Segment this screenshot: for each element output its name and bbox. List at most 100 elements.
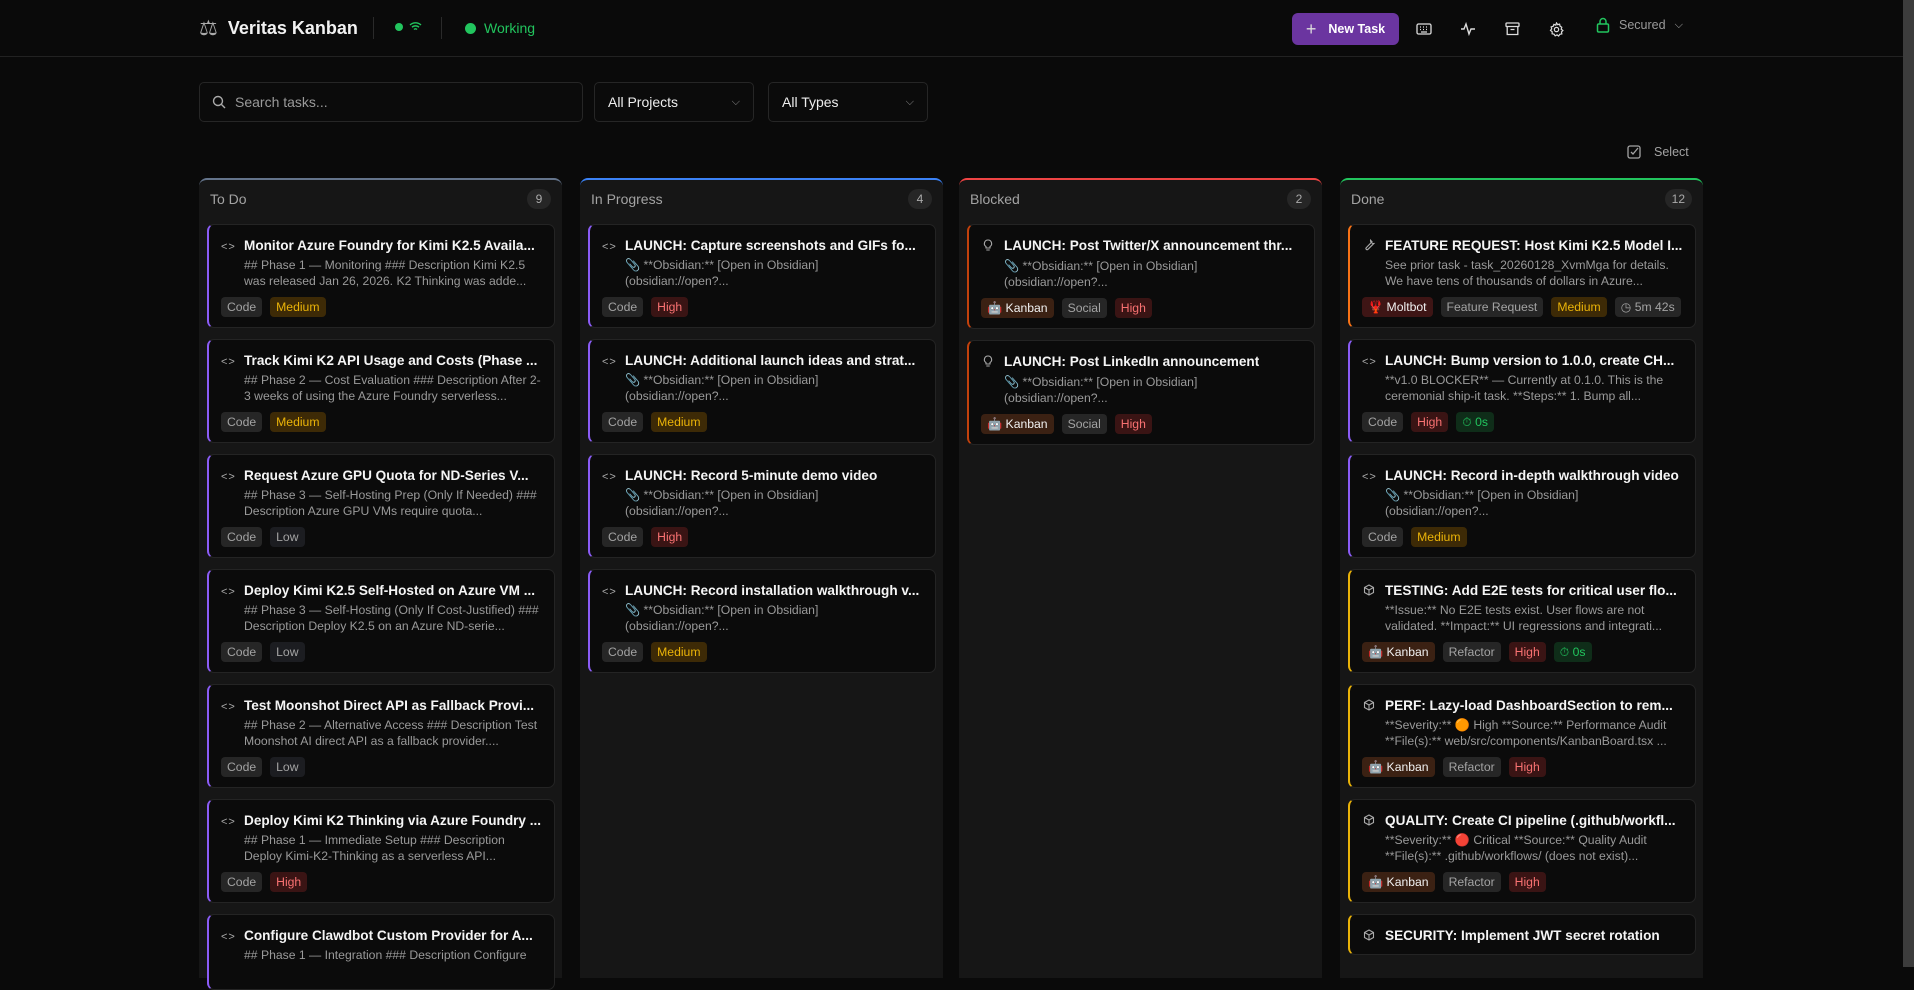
lock-icon [1596,17,1610,33]
task-card[interactable]: TESTING: Add E2E tests for critical user… [1348,569,1696,673]
status-label: Working [484,20,536,36]
column-header: In Progress 4 [580,180,943,218]
tag-high: High [651,297,689,317]
tag-medium: Medium [651,412,707,432]
card-header: <> Test Moonshot Direct API as Fallback P… [221,697,542,714]
task-card[interactable]: <> Test Moonshot Direct API as Fallback P… [207,684,555,788]
task-card[interactable]: <> LAUNCH: Bump version to 1.0.0, create … [1348,339,1696,443]
task-tags: Code High [602,297,923,317]
tag-type: Code [221,757,263,777]
task-card[interactable]: LAUNCH: Post LinkedIn announcement 📎 **Ob… [967,340,1315,445]
tag-low: Low [270,757,305,777]
column-count-badge: 12 [1664,189,1692,209]
task-title: LAUNCH: Additional launch ideas and stra… [625,353,916,368]
task-description: See prior task - task_20260128_XvmMga fo… [1385,258,1669,288]
scale-icon: ⚖ [199,17,218,40]
card-list: LAUNCH: Post Twitter/X announcement thr.… [959,218,1322,445]
task-card[interactable]: <> Configure Clawdbot Custom Provider for… [207,914,555,990]
column-header: Blocked 2 [959,180,1322,218]
task-tags: 🤖 Kanban Social High [981,298,1302,318]
task-description: 📎 **Obsidian:** [Open in Obsidian] (obsi… [625,603,819,633]
task-description: ## Phase 3 — Self-Hosting Prep (Only If … [244,488,537,518]
code-icon: <> [221,241,236,253]
code-icon: <> [221,931,236,943]
scrollbar[interactable] [1903,0,1914,967]
select-mode-button[interactable]: Select [1627,145,1689,159]
new-task-button[interactable]: + New Task [1292,13,1399,45]
task-card[interactable]: <> Request Azure GPU Quota for ND-Series … [207,454,555,558]
task-title: Test Moonshot Direct API as Fallback Pro… [244,698,535,713]
logo: ⚖ Veritas Kanban [199,16,358,41]
keyboard-shortcuts-button[interactable] [1412,17,1436,41]
task-card[interactable]: QUALITY: Create CI pipeline (.github/wor… [1348,799,1696,903]
task-description: **Severity:** 🔴 Critical **Source:** Qua… [1385,833,1647,863]
activity-button[interactable] [1456,17,1480,41]
task-title: Request Azure GPU Quota for ND-Series V.… [244,468,529,483]
task-title: Deploy Kimi K2 Thinking via Azure Foundr… [244,813,542,828]
task-title: Track Kimi K2 API Usage and Costs (Phase… [244,353,538,368]
task-card[interactable]: PERF: Lazy-load DashboardSection to rem.… [1348,684,1696,788]
search-box[interactable] [199,82,583,122]
tag-timer-green: ⏱ 0s [1456,412,1494,432]
task-card[interactable]: <> Monitor Azure Foundry for Kimi K2.5 Av… [207,224,555,328]
task-title: LAUNCH: Record in-depth walkthrough vide… [1385,468,1679,483]
tag-type: Code [221,642,263,662]
card-header: <> LAUNCH: Capture screenshots and GIFs f… [602,237,923,254]
card-header: <> Track Kimi K2 API Usage and Costs (Pha… [221,352,542,369]
search-input[interactable] [235,94,555,110]
chevron-down-icon: ⌵ [905,95,914,108]
type-select[interactable]: All Types ⌵ [768,82,928,122]
card-header: LAUNCH: Post Twitter/X announcement thr.… [981,237,1302,255]
tag-low: Low [270,642,305,662]
settings-button[interactable] [1544,17,1568,41]
plus-icon: + [1305,18,1317,39]
code-icon: <> [602,356,617,368]
task-tags: 🤖 Kanban Social High [981,414,1302,434]
task-tags: 🤖 Kanban Refactor High [1362,757,1683,777]
activity-icon [1461,22,1475,36]
task-card[interactable]: <> Track Kimi K2 API Usage and Costs (Pha… [207,339,555,443]
tag-type: Code [221,527,263,547]
task-description: ## Phase 1 — Monitoring ### Description … [244,258,527,288]
tag-type: Refactor [1442,642,1501,662]
task-card[interactable]: <> LAUNCH: Additional launch ideas and st… [588,339,936,443]
task-title: Monitor Azure Foundry for Kimi K2.5 Avai… [244,238,535,253]
connected-dot-icon [395,22,403,31]
task-tags: Code Low [221,527,542,547]
task-tags: Code Medium [221,297,542,317]
column-done: Done 12 FEATURE REQUEST: Host Kimi K2.5 Mo… [1340,178,1703,978]
security-menu[interactable]: Secured ⌵ [1596,17,1683,33]
package-icon [1362,699,1376,714]
task-tags: Code Medium [1362,527,1683,547]
task-card[interactable]: SECURITY: Implement JWT secret rotation [1348,914,1696,955]
task-title: Deploy Kimi K2.5 Self-Hosted on Azure VM… [244,583,536,598]
lightbulb-icon [981,355,995,371]
task-card[interactable]: <> Deploy Kimi K2.5 Self-Hosted on Azure … [207,569,555,673]
task-card[interactable]: <> LAUNCH: Record in-depth walkthrough vi… [1348,454,1696,558]
task-card[interactable]: <> LAUNCH: Record installation walkthroug… [588,569,936,673]
task-card[interactable]: <> Deploy Kimi K2 Thinking via Azure Foun… [207,799,555,903]
task-tags: Code Medium [221,412,542,432]
task-card[interactable]: FEATURE REQUEST: Host Kimi K2.5 Model I.… [1348,224,1696,328]
code-icon: <> [221,701,236,713]
archive-button[interactable] [1500,17,1524,41]
code-icon: <> [602,586,617,598]
task-card[interactable]: <> LAUNCH: Record 5-minute demo video 📎 **… [588,454,936,558]
column-in-progress: In Progress 4 <> LAUNCH: Capture screenshot… [580,178,943,978]
task-title: TESTING: Add E2E tests for critical user… [1385,583,1677,598]
code-icon: <> [602,471,617,483]
column-title: Done [1351,191,1385,207]
card-header: <> Deploy Kimi K2 Thinking via Azure Foun… [221,812,542,829]
task-description: **v1.0 BLOCKER** — Currently at 0.1.0. T… [1385,373,1664,403]
task-card[interactable]: LAUNCH: Post Twitter/X announcement thr.… [967,224,1315,329]
tag-timer: ◷ 5m 42s [1614,297,1681,317]
task-card[interactable]: <> LAUNCH: Capture screenshots and GIFs f… [588,224,936,328]
tag-high: High [1508,872,1546,892]
task-tags: Code High [221,872,542,892]
tag-high: High [270,872,308,892]
project-select[interactable]: All Projects ⌵ [594,82,754,122]
task-tags: Code High [602,527,923,547]
tag-type: Code [602,642,644,662]
card-header: LAUNCH: Post LinkedIn announcement [981,353,1302,371]
tag-high: High [1508,757,1546,777]
